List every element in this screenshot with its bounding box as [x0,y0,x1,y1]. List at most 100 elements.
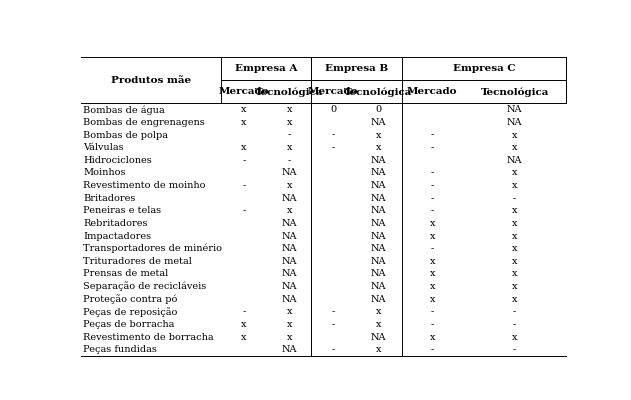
Text: Empresa B: Empresa B [325,64,388,73]
Text: NA: NA [507,118,522,127]
Text: NA: NA [370,118,386,127]
Text: Bombas de água: Bombas de água [83,105,165,114]
Text: x: x [430,332,435,342]
Text: x: x [512,130,517,140]
Text: Tecnológica: Tecnológica [255,87,323,97]
Text: Prensas de metal: Prensas de metal [83,270,168,278]
Text: Moinhos: Moinhos [83,168,126,177]
Text: NA: NA [281,244,297,253]
Text: x: x [375,307,381,316]
Text: NA: NA [370,232,386,240]
Text: Bombas de engrenagens: Bombas de engrenagens [83,118,205,127]
Text: NA: NA [370,270,386,278]
Text: -: - [242,156,245,165]
Text: NA: NA [281,345,297,354]
Text: -: - [288,130,291,140]
Text: NA: NA [281,232,297,240]
Text: NA: NA [370,156,386,165]
Text: x: x [512,143,517,152]
Text: x: x [512,295,517,304]
Text: x: x [512,232,517,240]
Text: -: - [331,320,335,329]
Text: x: x [375,345,381,354]
Text: x: x [512,219,517,228]
Text: Impactadores: Impactadores [83,232,151,240]
Text: x: x [286,105,292,114]
Text: Empresa A: Empresa A [235,64,297,73]
Text: x: x [430,270,435,278]
Text: x: x [512,168,517,177]
Text: -: - [430,168,434,177]
Text: -: - [430,244,434,253]
Text: x: x [241,118,247,127]
Text: -: - [430,206,434,215]
Text: -: - [331,143,335,152]
Text: Peças fundidas: Peças fundidas [83,345,157,354]
Text: Mercado: Mercado [308,87,358,96]
Text: x: x [375,130,381,140]
Text: Tecnológica: Tecnológica [480,87,549,97]
Text: x: x [241,105,247,114]
Text: -: - [430,143,434,152]
Text: x: x [512,270,517,278]
Text: 0: 0 [375,105,382,114]
Text: x: x [375,320,381,329]
Text: x: x [512,206,517,215]
Text: NA: NA [281,168,297,177]
Text: Empresa C: Empresa C [453,64,516,73]
Text: -: - [331,130,335,140]
Text: NA: NA [370,181,386,190]
Text: Bombas de polpa: Bombas de polpa [83,130,168,140]
Text: x: x [286,181,292,190]
Text: NA: NA [281,219,297,228]
Text: NA: NA [370,206,386,215]
Text: Peças de reposição: Peças de reposição [83,307,178,317]
Text: Transportadores de minério: Transportadores de minério [83,244,222,254]
Text: Peneiras e telas: Peneiras e telas [83,206,162,215]
Text: -: - [331,307,335,316]
Text: Separação de recicláveis: Separação de recicláveis [83,282,206,292]
Text: x: x [286,320,292,329]
Text: x: x [430,295,435,304]
Text: x: x [286,307,292,316]
Text: Revestimento de moinho: Revestimento de moinho [83,181,206,190]
Text: NA: NA [281,194,297,203]
Text: x: x [286,118,292,127]
Text: 0: 0 [330,105,336,114]
Text: Rebritadores: Rebritadores [83,219,148,228]
Text: x: x [375,143,381,152]
Text: x: x [512,181,517,190]
Text: Trituradores de metal: Trituradores de metal [83,257,192,266]
Text: x: x [430,219,435,228]
Text: Hidrociclones: Hidrociclones [83,156,152,165]
Text: -: - [242,206,245,215]
Text: x: x [512,257,517,266]
Text: x: x [430,257,435,266]
Text: -: - [242,181,245,190]
Text: -: - [288,156,291,165]
Text: NA: NA [370,257,386,266]
Text: -: - [513,307,516,316]
Text: x: x [286,332,292,342]
Text: Mercado: Mercado [407,87,457,96]
Text: -: - [430,194,434,203]
Text: NA: NA [507,105,522,114]
Text: -: - [430,130,434,140]
Text: Peças de borracha: Peças de borracha [83,320,175,329]
Text: NA: NA [370,168,386,177]
Text: x: x [286,143,292,152]
Text: x: x [512,282,517,291]
Text: Revestimento de borracha: Revestimento de borracha [83,332,214,342]
Text: -: - [513,345,516,354]
Text: -: - [430,320,434,329]
Text: x: x [430,282,435,291]
Text: NA: NA [370,219,386,228]
Text: Proteção contra pó: Proteção contra pó [83,294,178,304]
Text: -: - [430,345,434,354]
Text: -: - [513,194,516,203]
Text: x: x [512,244,517,253]
Text: -: - [513,320,516,329]
Text: NA: NA [281,295,297,304]
Text: -: - [242,307,245,316]
Text: NA: NA [370,194,386,203]
